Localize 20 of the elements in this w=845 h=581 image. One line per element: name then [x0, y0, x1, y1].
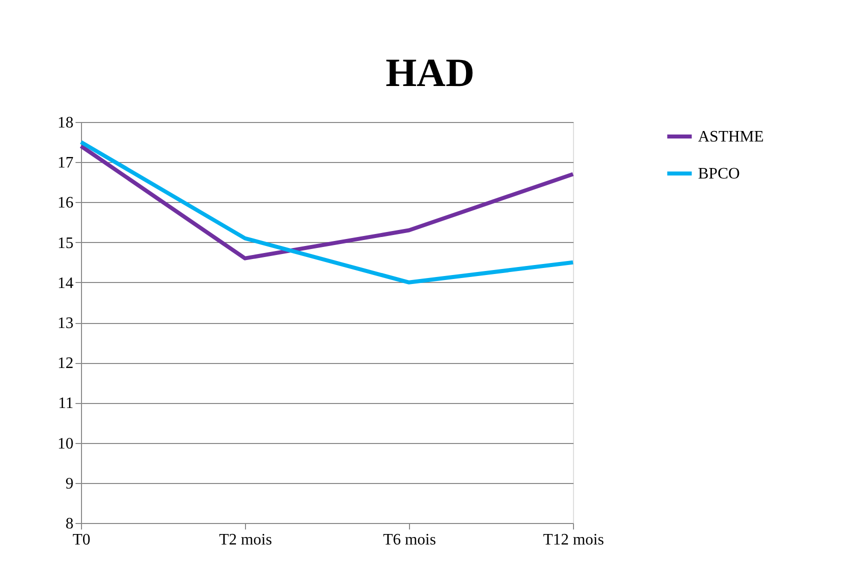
x-tick-label: T12 mois — [543, 532, 604, 548]
legend-label: BPCO — [698, 166, 740, 182]
y-tick-label: 15 — [58, 234, 74, 252]
y-tick-label: 9 — [66, 475, 74, 492]
line-series — [79, 140, 575, 284]
y-tick-label: 18 — [58, 114, 74, 132]
y-tick-label: 13 — [58, 315, 74, 332]
y-tick-label: 10 — [58, 435, 74, 452]
x-tick-label: T2 mois — [219, 532, 272, 548]
chart-title: HAD — [386, 50, 474, 95]
y-tick-label: 14 — [58, 274, 74, 292]
y-tick-label: 12 — [58, 355, 74, 372]
x-tick-label: T6 mois — [383, 532, 436, 548]
y-tick-label: 8 — [66, 516, 74, 532]
line-series — [79, 144, 575, 260]
y-tick-label: 16 — [58, 194, 74, 212]
y-tick-label: 17 — [58, 154, 74, 172]
y-tick-label: 11 — [58, 395, 74, 412]
legend-label: ASTHME — [698, 128, 764, 146]
x-tick-label: T0 — [72, 532, 90, 548]
